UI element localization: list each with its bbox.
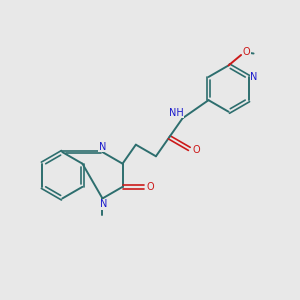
Text: O: O bbox=[192, 146, 200, 155]
Text: O: O bbox=[147, 182, 154, 192]
Text: N: N bbox=[99, 142, 106, 152]
Text: N: N bbox=[100, 200, 108, 209]
Text: NH: NH bbox=[169, 108, 183, 118]
Text: O: O bbox=[243, 47, 250, 57]
Text: N: N bbox=[250, 72, 258, 82]
